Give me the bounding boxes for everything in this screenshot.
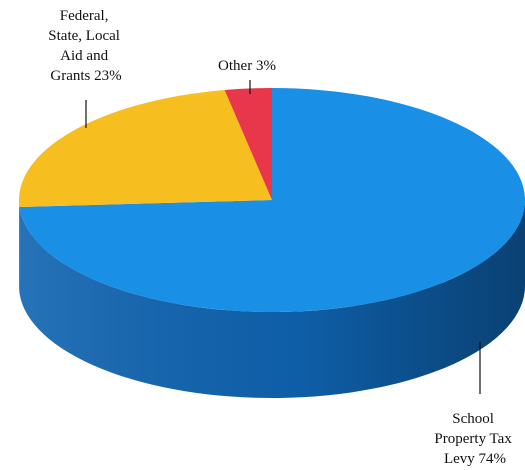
slice-label-other: Other 3%	[218, 58, 276, 74]
slice-label-other-line1: Other 3%	[218, 58, 276, 74]
slice-label-levy-line3: Levy 74%	[444, 451, 506, 467]
slice-label-levy-line2: Property Tax	[434, 431, 512, 447]
pie-side-group	[19, 200, 525, 399]
slice-label-aid-line2: State, Local	[48, 28, 120, 44]
slice-side-shade-school-property-tax-levy	[19, 200, 525, 399]
slice-label-levy-line1: School	[452, 411, 494, 427]
slice-other	[224, 88, 272, 200]
slice-label-aid-line1: Federal,	[60, 8, 109, 24]
slice-label-levy: School Property Tax Levy 74%	[434, 411, 515, 467]
pie-top-group	[18, 88, 525, 313]
slice-label-aid-line3: Aid and	[60, 48, 108, 64]
slice-federal-state-local-aid-and-grants	[18, 89, 272, 208]
slice-school-property-tax-levy	[19, 88, 525, 313]
slice-label-aid-line4: Grants 23%	[50, 68, 121, 84]
slice-label-aid: Federal, State, Local Aid and Grants 23%	[48, 8, 123, 84]
